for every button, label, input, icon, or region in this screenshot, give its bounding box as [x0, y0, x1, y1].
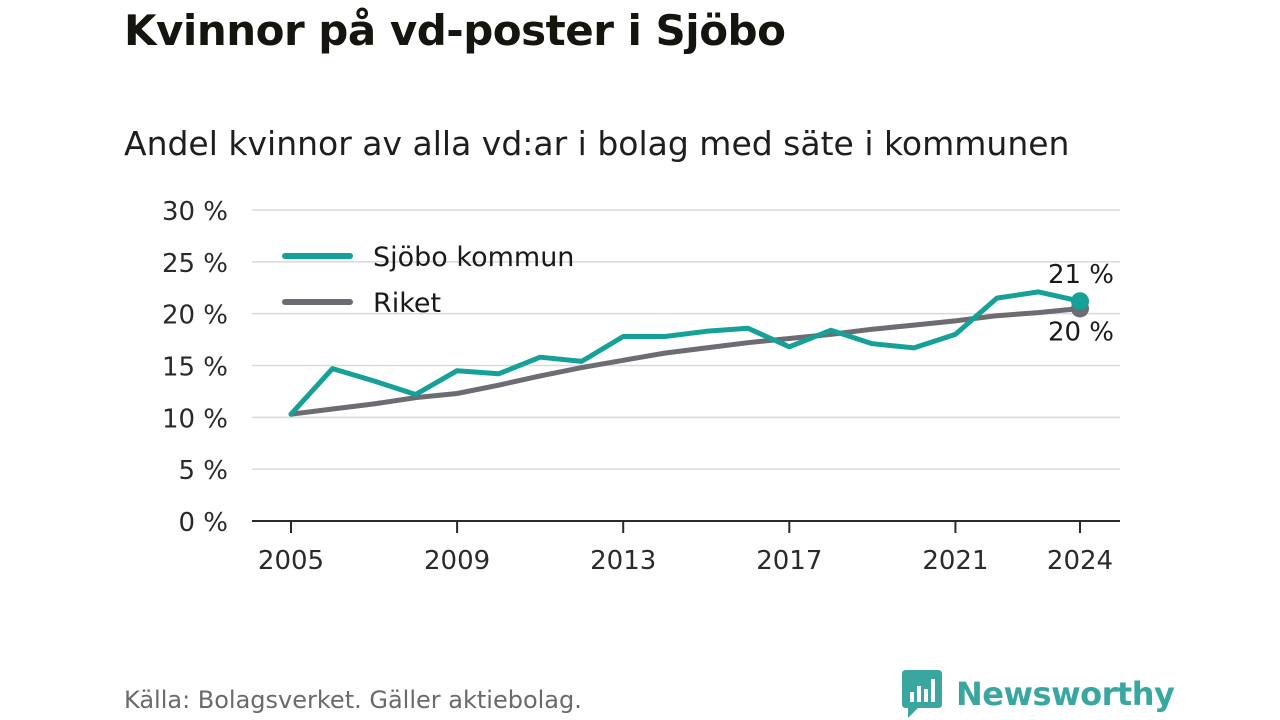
x-tick-label: 2024: [1047, 546, 1113, 576]
source-note: Källa: Bolagsverket. Gäller aktiebolag.: [124, 686, 582, 714]
series-line-sjobo: [288, 289, 1083, 417]
x-tick-label: 2021: [922, 546, 988, 576]
end-label-sjobo: 21 %: [1048, 260, 1114, 290]
x-axis: 2005 2009 2013 2017 2021 2024: [252, 520, 1120, 576]
x-tick-label: 2013: [590, 546, 656, 576]
y-tick-label: 0 %: [178, 508, 228, 538]
y-tick-label: 25 %: [162, 249, 228, 279]
x-tick-label: 2009: [424, 546, 490, 576]
legend-item-riket-label: Riket: [373, 288, 441, 319]
legend-item-sjobo-label: Sjöbo kommun: [373, 242, 574, 273]
end-label-riket: 20 %: [1048, 317, 1114, 347]
y-tick-label: 10 %: [162, 404, 228, 434]
y-tick-label: 5 %: [178, 456, 228, 486]
y-tick-label: 20 %: [162, 301, 228, 331]
chart-title: Kvinnor på vd-poster i Sjöbo: [124, 6, 786, 55]
y-tick-label: 15 %: [162, 353, 228, 383]
series-end-point-sjobo: [1071, 292, 1089, 311]
end-labels: 21 % 20 %: [1048, 260, 1114, 347]
series: [288, 289, 1089, 417]
chart-subtitle: Andel kvinnor av alla vd:ar i bolag med …: [124, 124, 1070, 163]
x-tick-label: 2017: [756, 546, 822, 576]
brand-name: Newsworthy: [956, 675, 1175, 713]
y-tick-label: 30 %: [162, 197, 228, 227]
line-chart: 0 %5 %10 %15 %20 %25 %30 % 2005 2009 2013 2…: [162, 197, 1120, 576]
y-axis: 0 % 5 % 10 % 15 % 20 % 25 % 30 %: [162, 197, 228, 538]
legend: Sjöbo kommun Riket: [282, 242, 574, 319]
brand: Newsworthy: [902, 670, 1175, 718]
newsworthy-logo-icon: [902, 670, 942, 718]
series-line-riket: [288, 306, 1083, 417]
x-tick-label: 2005: [258, 546, 324, 576]
